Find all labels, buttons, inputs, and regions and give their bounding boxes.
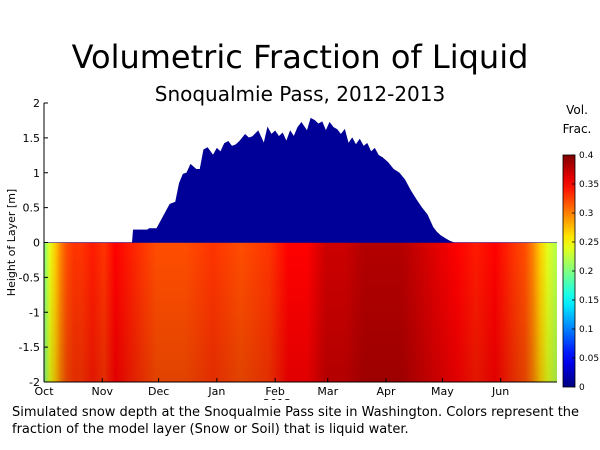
- snow-depth-area: [44, 117, 557, 243]
- x-tick-label: Jun: [491, 385, 509, 398]
- x-tick-label: Dec: [148, 385, 169, 398]
- colorbar-tick-label: 0.4: [579, 151, 594, 161]
- x-tick-label: Nov: [92, 385, 114, 398]
- y-tick-label: 0.5: [23, 202, 41, 215]
- y-tick-label: -1: [29, 306, 40, 319]
- y-tick-label: 1: [33, 167, 40, 180]
- x-tick-label: May: [431, 385, 454, 398]
- soil-depth-shading: [44, 242, 557, 382]
- colorbar-tick-label: 0: [579, 383, 585, 393]
- y-tick-label: -0.5: [19, 271, 40, 284]
- chart-subtitle: Snoqualmie Pass, 2012-2013: [154, 82, 446, 106]
- plot-area: [44, 117, 557, 382]
- colorbar-tick-label: 0.25: [579, 238, 599, 248]
- y-tick-label: 1.5: [23, 132, 41, 145]
- colorbar: 0.4 0.35 0.3 0.25 0.2 0.15 0.1 0.05 0 Vol. Frac.: [562, 103, 599, 393]
- x-tick-label: Mar: [317, 385, 338, 398]
- y-tick-label: 2: [33, 97, 40, 110]
- colorbar-tick-label: 0.05: [579, 354, 599, 364]
- y-tick-label: -2: [29, 376, 40, 389]
- x-tick-label: Apr: [376, 385, 396, 398]
- x-tick-label: Jan: [207, 385, 225, 398]
- colorbar-title-line2: Frac.: [563, 122, 592, 136]
- x-tick-label: Oct: [34, 385, 54, 398]
- colorbar-tick-label: 0.3: [579, 209, 593, 219]
- colorbar-tick-label: 0.15: [579, 296, 599, 306]
- x-year-label: 2013: [263, 397, 291, 400]
- y-tick-label: 0: [33, 237, 40, 250]
- colorbar-tick-label: 0.2: [579, 267, 593, 277]
- figure-caption: Simulated snow depth at the Snoqualmie P…: [12, 405, 580, 437]
- colorbar-tick-label: 0.1: [579, 325, 593, 335]
- colorbar-title-line1: Vol.: [566, 103, 588, 117]
- colorbar-tick-label: 0.35: [579, 180, 599, 190]
- chart-title: Volumetric Fraction of Liquid: [71, 38, 529, 76]
- y-tick-label: -1.5: [19, 341, 40, 354]
- x-tick-label: Feb: [265, 385, 284, 398]
- y-axis-label: Height of Layer [m]: [5, 189, 18, 296]
